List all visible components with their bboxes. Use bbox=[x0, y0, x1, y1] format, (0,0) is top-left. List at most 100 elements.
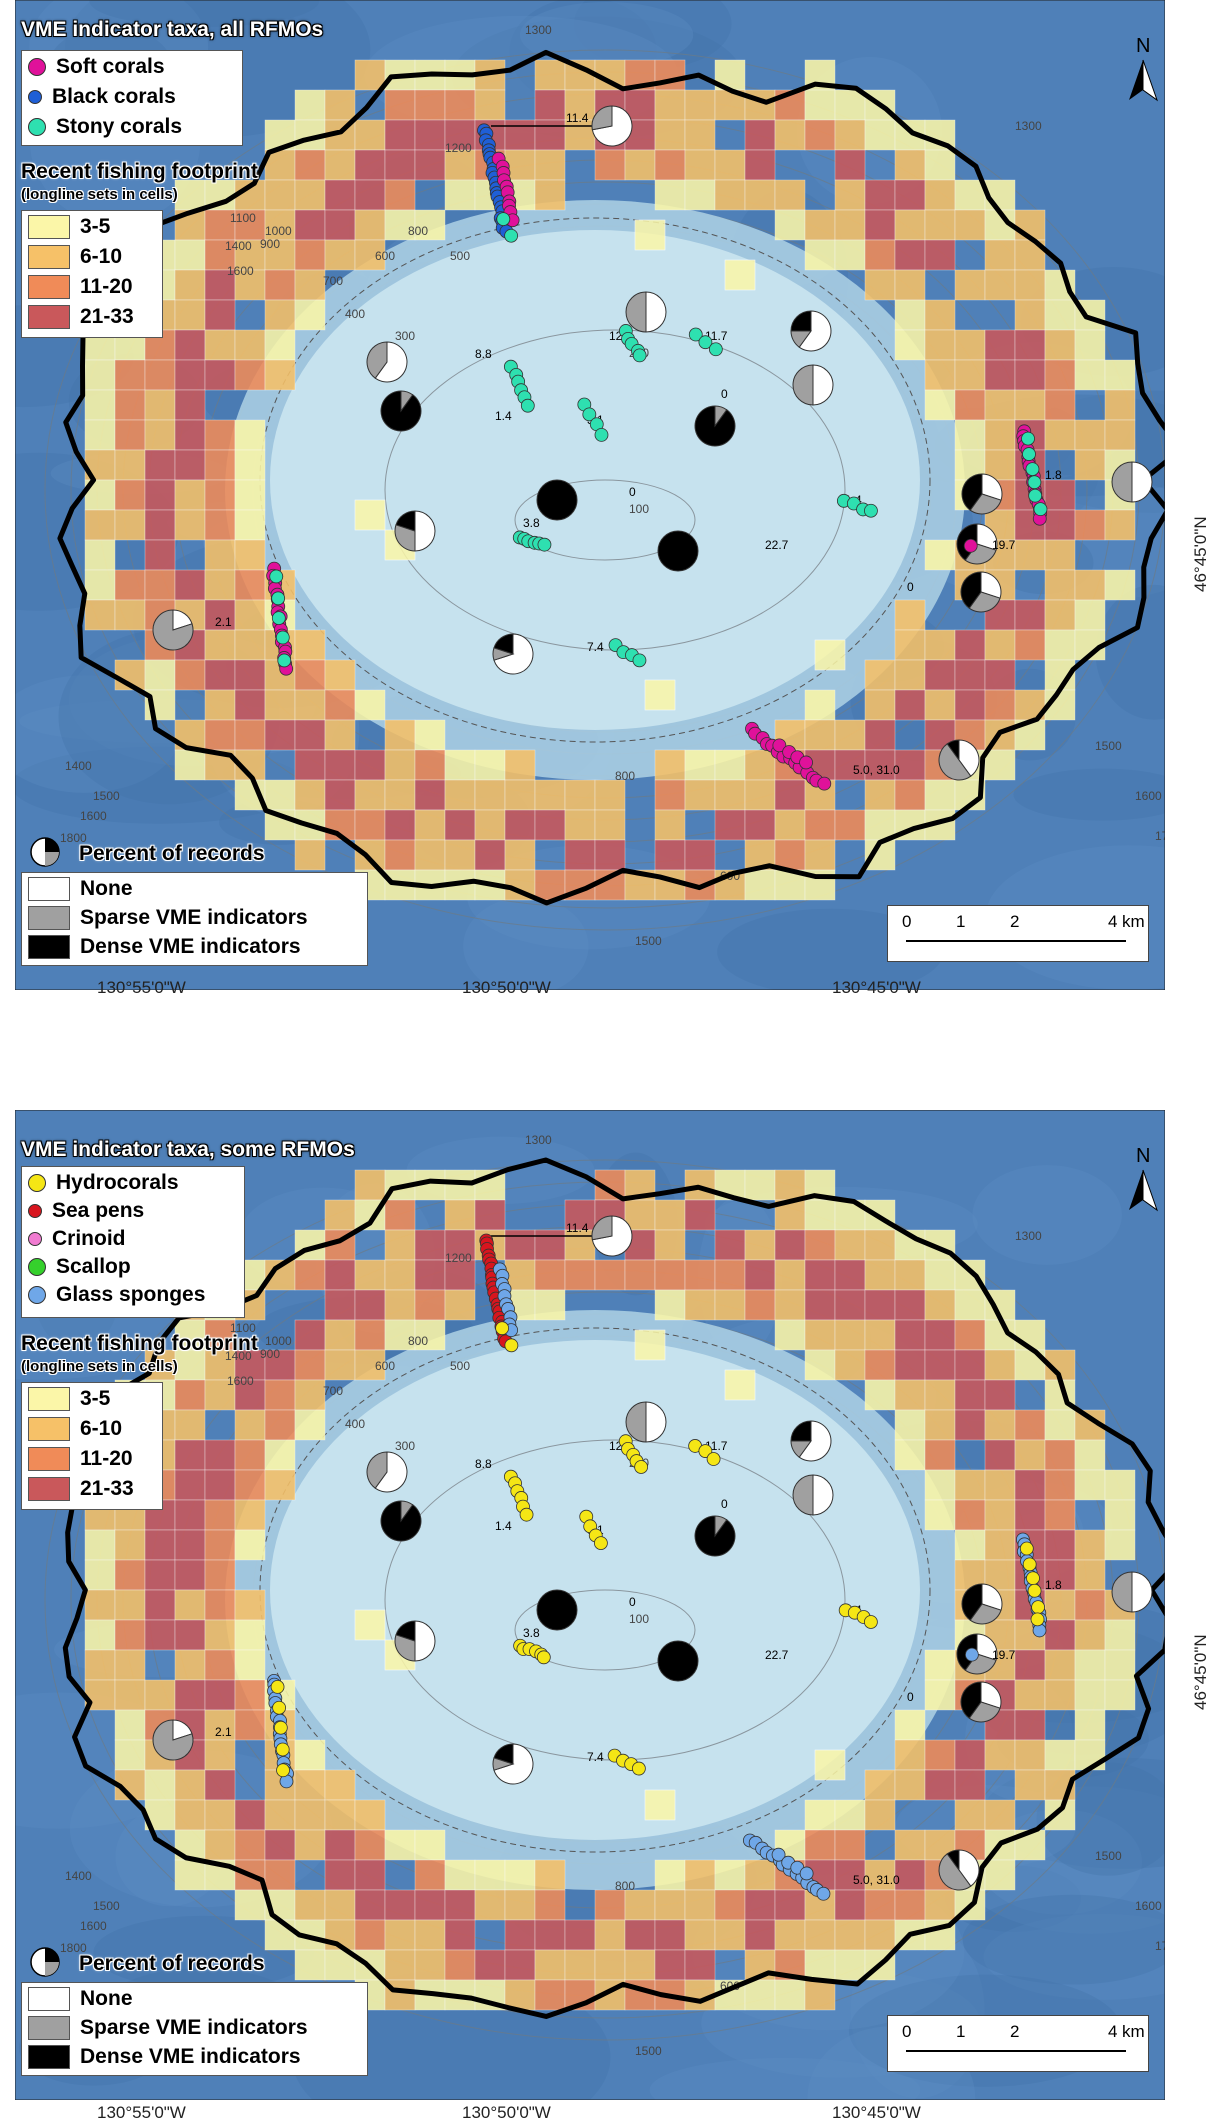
fishing-cell bbox=[924, 359, 956, 391]
vme-record-point bbox=[1022, 1557, 1037, 1572]
taxa-legend-item: Crinoid bbox=[28, 1225, 126, 1253]
fishing-cell bbox=[864, 779, 896, 811]
fishing-cell bbox=[384, 179, 416, 211]
fishing-cell bbox=[894, 209, 926, 241]
fishing-cell bbox=[624, 1199, 656, 1231]
taxa-legend-item: Stony corals bbox=[28, 113, 182, 141]
fishing-cell bbox=[814, 1749, 846, 1781]
fishing-cell bbox=[294, 1829, 326, 1861]
fishing-cell bbox=[834, 179, 866, 211]
fishing-cell bbox=[204, 419, 236, 451]
fishing-cell bbox=[924, 1739, 956, 1771]
fishing-class-item: 6-10 bbox=[28, 243, 122, 271]
depth-label: 1500 bbox=[635, 934, 662, 948]
fishing-cell bbox=[384, 149, 416, 181]
fishing-cell bbox=[594, 1259, 626, 1291]
fishing-swatch bbox=[28, 1447, 70, 1471]
fishing-cell bbox=[984, 1739, 1016, 1771]
fishing-cell bbox=[654, 1259, 686, 1291]
fishing-cell bbox=[354, 1289, 386, 1321]
fishing-cell bbox=[894, 1739, 926, 1771]
fishing-cell bbox=[924, 1289, 956, 1321]
fishing-cell bbox=[174, 1859, 206, 1891]
fishing-cell bbox=[864, 1859, 896, 1891]
bathymetry-shading bbox=[463, 896, 589, 990]
depth-label: 1600 bbox=[1135, 1899, 1162, 1913]
vme-record-point bbox=[277, 653, 292, 668]
fishing-cell bbox=[204, 629, 236, 661]
taxa-legend: Soft corals Black corals Stony corals bbox=[21, 50, 243, 146]
depth-label: 1100 bbox=[230, 1321, 256, 1335]
fishing-cell bbox=[324, 89, 356, 121]
fishing-cell bbox=[1014, 1739, 1046, 1771]
fishing-cell bbox=[744, 1889, 776, 1921]
depth-label: 800 bbox=[408, 1334, 428, 1348]
pie-legend-icon bbox=[45, 852, 59, 866]
fishing-cell bbox=[1074, 1619, 1106, 1651]
fishing-cell bbox=[234, 539, 266, 571]
fishing-cell bbox=[924, 1379, 956, 1411]
fishing-cell bbox=[654, 839, 686, 871]
pie-slice bbox=[964, 1653, 997, 1675]
fishing-cell bbox=[504, 1859, 536, 1891]
depth-label: 400 bbox=[345, 1417, 365, 1431]
fishing-cell bbox=[1044, 1499, 1076, 1531]
pie-chart-icon bbox=[394, 510, 436, 552]
vme-record-point bbox=[275, 1742, 290, 1757]
vme-record-point bbox=[1019, 1541, 1034, 1556]
fishing-cell bbox=[84, 389, 116, 421]
fishing-cell bbox=[114, 1529, 146, 1561]
pie-slice bbox=[981, 473, 1003, 501]
fishing-cell bbox=[1014, 539, 1046, 571]
fishing-cell bbox=[354, 1609, 386, 1641]
pie-legend-title: Percent of records bbox=[79, 1952, 265, 1975]
fishing-cell bbox=[1014, 1409, 1046, 1441]
fishing-cell bbox=[804, 1289, 836, 1321]
fishing-cell bbox=[594, 149, 626, 181]
fishing-cell bbox=[1074, 1529, 1106, 1561]
fishing-swatch bbox=[28, 275, 70, 299]
bathymetry-shading bbox=[1013, 768, 1165, 821]
fishing-cell bbox=[264, 1379, 296, 1411]
fishing-cell bbox=[684, 1919, 716, 1951]
fishing-cell bbox=[444, 89, 476, 121]
fishing-cell bbox=[354, 1259, 386, 1291]
fishing-cell bbox=[1074, 1439, 1106, 1471]
depth-label: 1000 bbox=[265, 224, 292, 238]
fishing-cell bbox=[564, 1199, 596, 1231]
fishing-cell bbox=[924, 299, 956, 331]
fishing-cell bbox=[444, 1859, 476, 1891]
fishing-cell bbox=[264, 1799, 296, 1831]
fishing-class-item: 3-5 bbox=[28, 213, 110, 241]
fishing-cell bbox=[1044, 539, 1076, 571]
fishing-cell bbox=[984, 269, 1016, 301]
fishing-cell bbox=[594, 809, 626, 841]
pie-slice bbox=[938, 743, 972, 781]
fishing-cell bbox=[924, 1499, 956, 1531]
vme-boundary bbox=[57, 49, 1165, 906]
fishing-cell bbox=[114, 1709, 146, 1741]
fishing-cell bbox=[234, 1829, 266, 1861]
fishing-cell bbox=[744, 1859, 776, 1891]
fishing-cell bbox=[354, 119, 386, 151]
fishing-cell bbox=[264, 239, 296, 271]
fishing-cell bbox=[414, 839, 446, 871]
fishing-cell bbox=[204, 299, 236, 331]
fishing-cell bbox=[774, 179, 806, 211]
fishing-cell bbox=[114, 1739, 146, 1771]
vme-record-point bbox=[276, 1763, 290, 1778]
fishing-cell bbox=[654, 89, 686, 121]
pie-slice bbox=[694, 405, 736, 447]
depth-contour bbox=[44, 49, 1165, 931]
fishing-cell bbox=[174, 419, 206, 451]
pie-chart-icon bbox=[1111, 461, 1153, 503]
fishing-cell bbox=[444, 149, 476, 181]
fishing-cell bbox=[1074, 569, 1106, 601]
fishing-cell bbox=[294, 1949, 326, 1981]
pie-slice bbox=[981, 1583, 1003, 1611]
fishing-cell bbox=[444, 119, 476, 151]
fishing-cell bbox=[354, 689, 386, 721]
fishing-cell bbox=[864, 239, 896, 271]
fishing-cell bbox=[804, 1919, 836, 1951]
fishing-cell bbox=[744, 1289, 776, 1321]
